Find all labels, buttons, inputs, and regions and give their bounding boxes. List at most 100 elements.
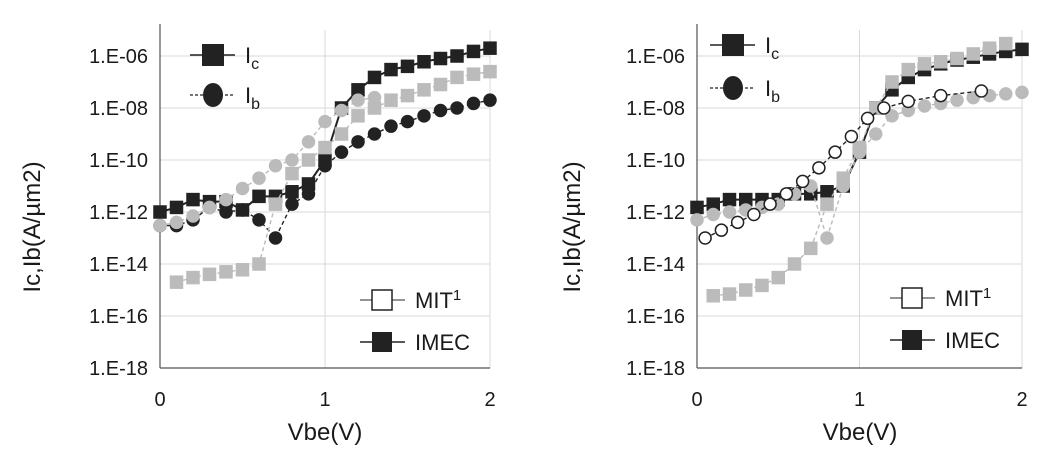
data-point: [417, 55, 431, 69]
legend-mit-label: MIT1: [415, 287, 461, 313]
data-point: [885, 109, 899, 123]
data-point: [722, 192, 737, 207]
legend-circle-marker: [723, 76, 743, 100]
data-point: [844, 129, 859, 144]
data-point: [367, 127, 382, 141]
data-point: [334, 127, 349, 141]
data-point: [153, 205, 167, 219]
data-point: [974, 84, 989, 98]
chart-panel-1: 1.E-06 1.E-08 1.E-10 1.E-12 1.E-14 1.E-16 1.E-…: [19, 24, 497, 446]
data-point: [268, 231, 283, 245]
data-point: [433, 103, 448, 118]
series-imec-ib: [153, 93, 497, 245]
data-point: [771, 270, 785, 285]
data-point: [483, 41, 497, 55]
y-tick-label: 1.E-06: [626, 46, 685, 68]
data-point: [730, 215, 745, 230]
x-tick-label: 0: [154, 389, 165, 411]
y-tick-label: 1.E-14: [89, 254, 148, 276]
data-point: [301, 153, 316, 167]
data-point: [169, 200, 184, 215]
data-point: [186, 209, 200, 223]
data-point: [999, 87, 1013, 101]
data-point: [285, 153, 299, 167]
data-point: [787, 257, 802, 271]
x-tick-label: 2: [484, 389, 495, 411]
data-point: [755, 278, 769, 293]
data-point: [722, 205, 737, 219]
data-point: [235, 263, 250, 277]
y-tick-label: 1.E-10: [626, 150, 685, 172]
chart-panel-2: 1.E-06 1.E-08 1.E-10 1.E-12 1.E-14 1.E-16 1.E-…: [559, 24, 1029, 446]
data-point: [202, 267, 217, 282]
data-point: [885, 75, 899, 89]
data-point: [917, 57, 932, 71]
y-tick-label: 1.E-18: [626, 358, 685, 380]
data-point: [804, 241, 818, 256]
data-point: [901, 62, 915, 77]
data-point: [351, 109, 365, 123]
y-tick-label: 1.E-08: [626, 98, 685, 120]
y-tick-label: 1.E-16: [626, 306, 685, 328]
data-point: [690, 213, 704, 227]
data-point: [186, 270, 200, 285]
data-point: [820, 185, 834, 199]
data-point: [285, 197, 299, 211]
y-axis-label: Ic,Ib(A/µm2): [19, 161, 46, 292]
data-point: [318, 159, 332, 173]
x-tick-label: 2: [1016, 389, 1027, 411]
y-tick-label: 1.E-16: [89, 306, 148, 328]
data-point: [367, 70, 382, 85]
data-point: [252, 189, 266, 204]
x-tick-label: 1: [854, 389, 865, 411]
legend-ic-label: Ic: [245, 43, 259, 73]
legend-sources: MIT1 IMEC: [890, 285, 1000, 353]
data-point: [318, 140, 332, 155]
y-tick-label: 1.E-12: [626, 202, 685, 224]
data-point: [367, 90, 382, 105]
x-tick-label: 0: [691, 389, 702, 411]
y-tick-label: 1.E-06: [89, 46, 148, 68]
data-point: [483, 64, 497, 79]
data-point: [169, 275, 184, 289]
data-point: [852, 145, 867, 159]
legend-square-marker: [722, 34, 744, 56]
legend-filled-square: [372, 332, 392, 352]
data-point: [219, 192, 233, 207]
series-imec-ib: [698, 84, 989, 245]
data-point: [836, 179, 850, 193]
data-point: [795, 174, 810, 189]
legend-imec-label: IMEC: [945, 328, 1000, 353]
y-tick-label: 1.E-10: [89, 150, 148, 172]
data-point: [219, 205, 233, 219]
legend-markers: Ic Ib: [710, 33, 780, 106]
data-point: [714, 223, 729, 237]
data-point: [433, 77, 448, 92]
data-point: [812, 161, 826, 175]
y-axis-label: Ic,Ib(A/µm2): [559, 161, 586, 292]
data-point: [934, 55, 948, 69]
data-point: [877, 101, 891, 115]
data-point: [301, 135, 316, 149]
data-point: [417, 109, 431, 123]
data-point: [235, 203, 250, 217]
data-point: [235, 181, 250, 196]
data-point: [153, 218, 167, 233]
data-point: [483, 93, 497, 107]
data-point: [252, 257, 266, 271]
data-point: [466, 67, 481, 81]
data-point: [466, 96, 481, 111]
data-point: [252, 213, 266, 227]
x-axis-label: Vbe(V): [288, 419, 363, 446]
data-point: [950, 51, 964, 66]
x-tick-label: 1: [319, 389, 330, 411]
data-point: [400, 59, 415, 74]
legend-mit-label: MIT1: [945, 285, 991, 311]
x-axis-label: Vbe(V): [823, 419, 898, 446]
data-point: [950, 93, 964, 107]
legend-open-square: [901, 287, 923, 309]
data-point: [466, 44, 481, 59]
data-point: [747, 207, 761, 222]
data-point: [384, 119, 398, 133]
